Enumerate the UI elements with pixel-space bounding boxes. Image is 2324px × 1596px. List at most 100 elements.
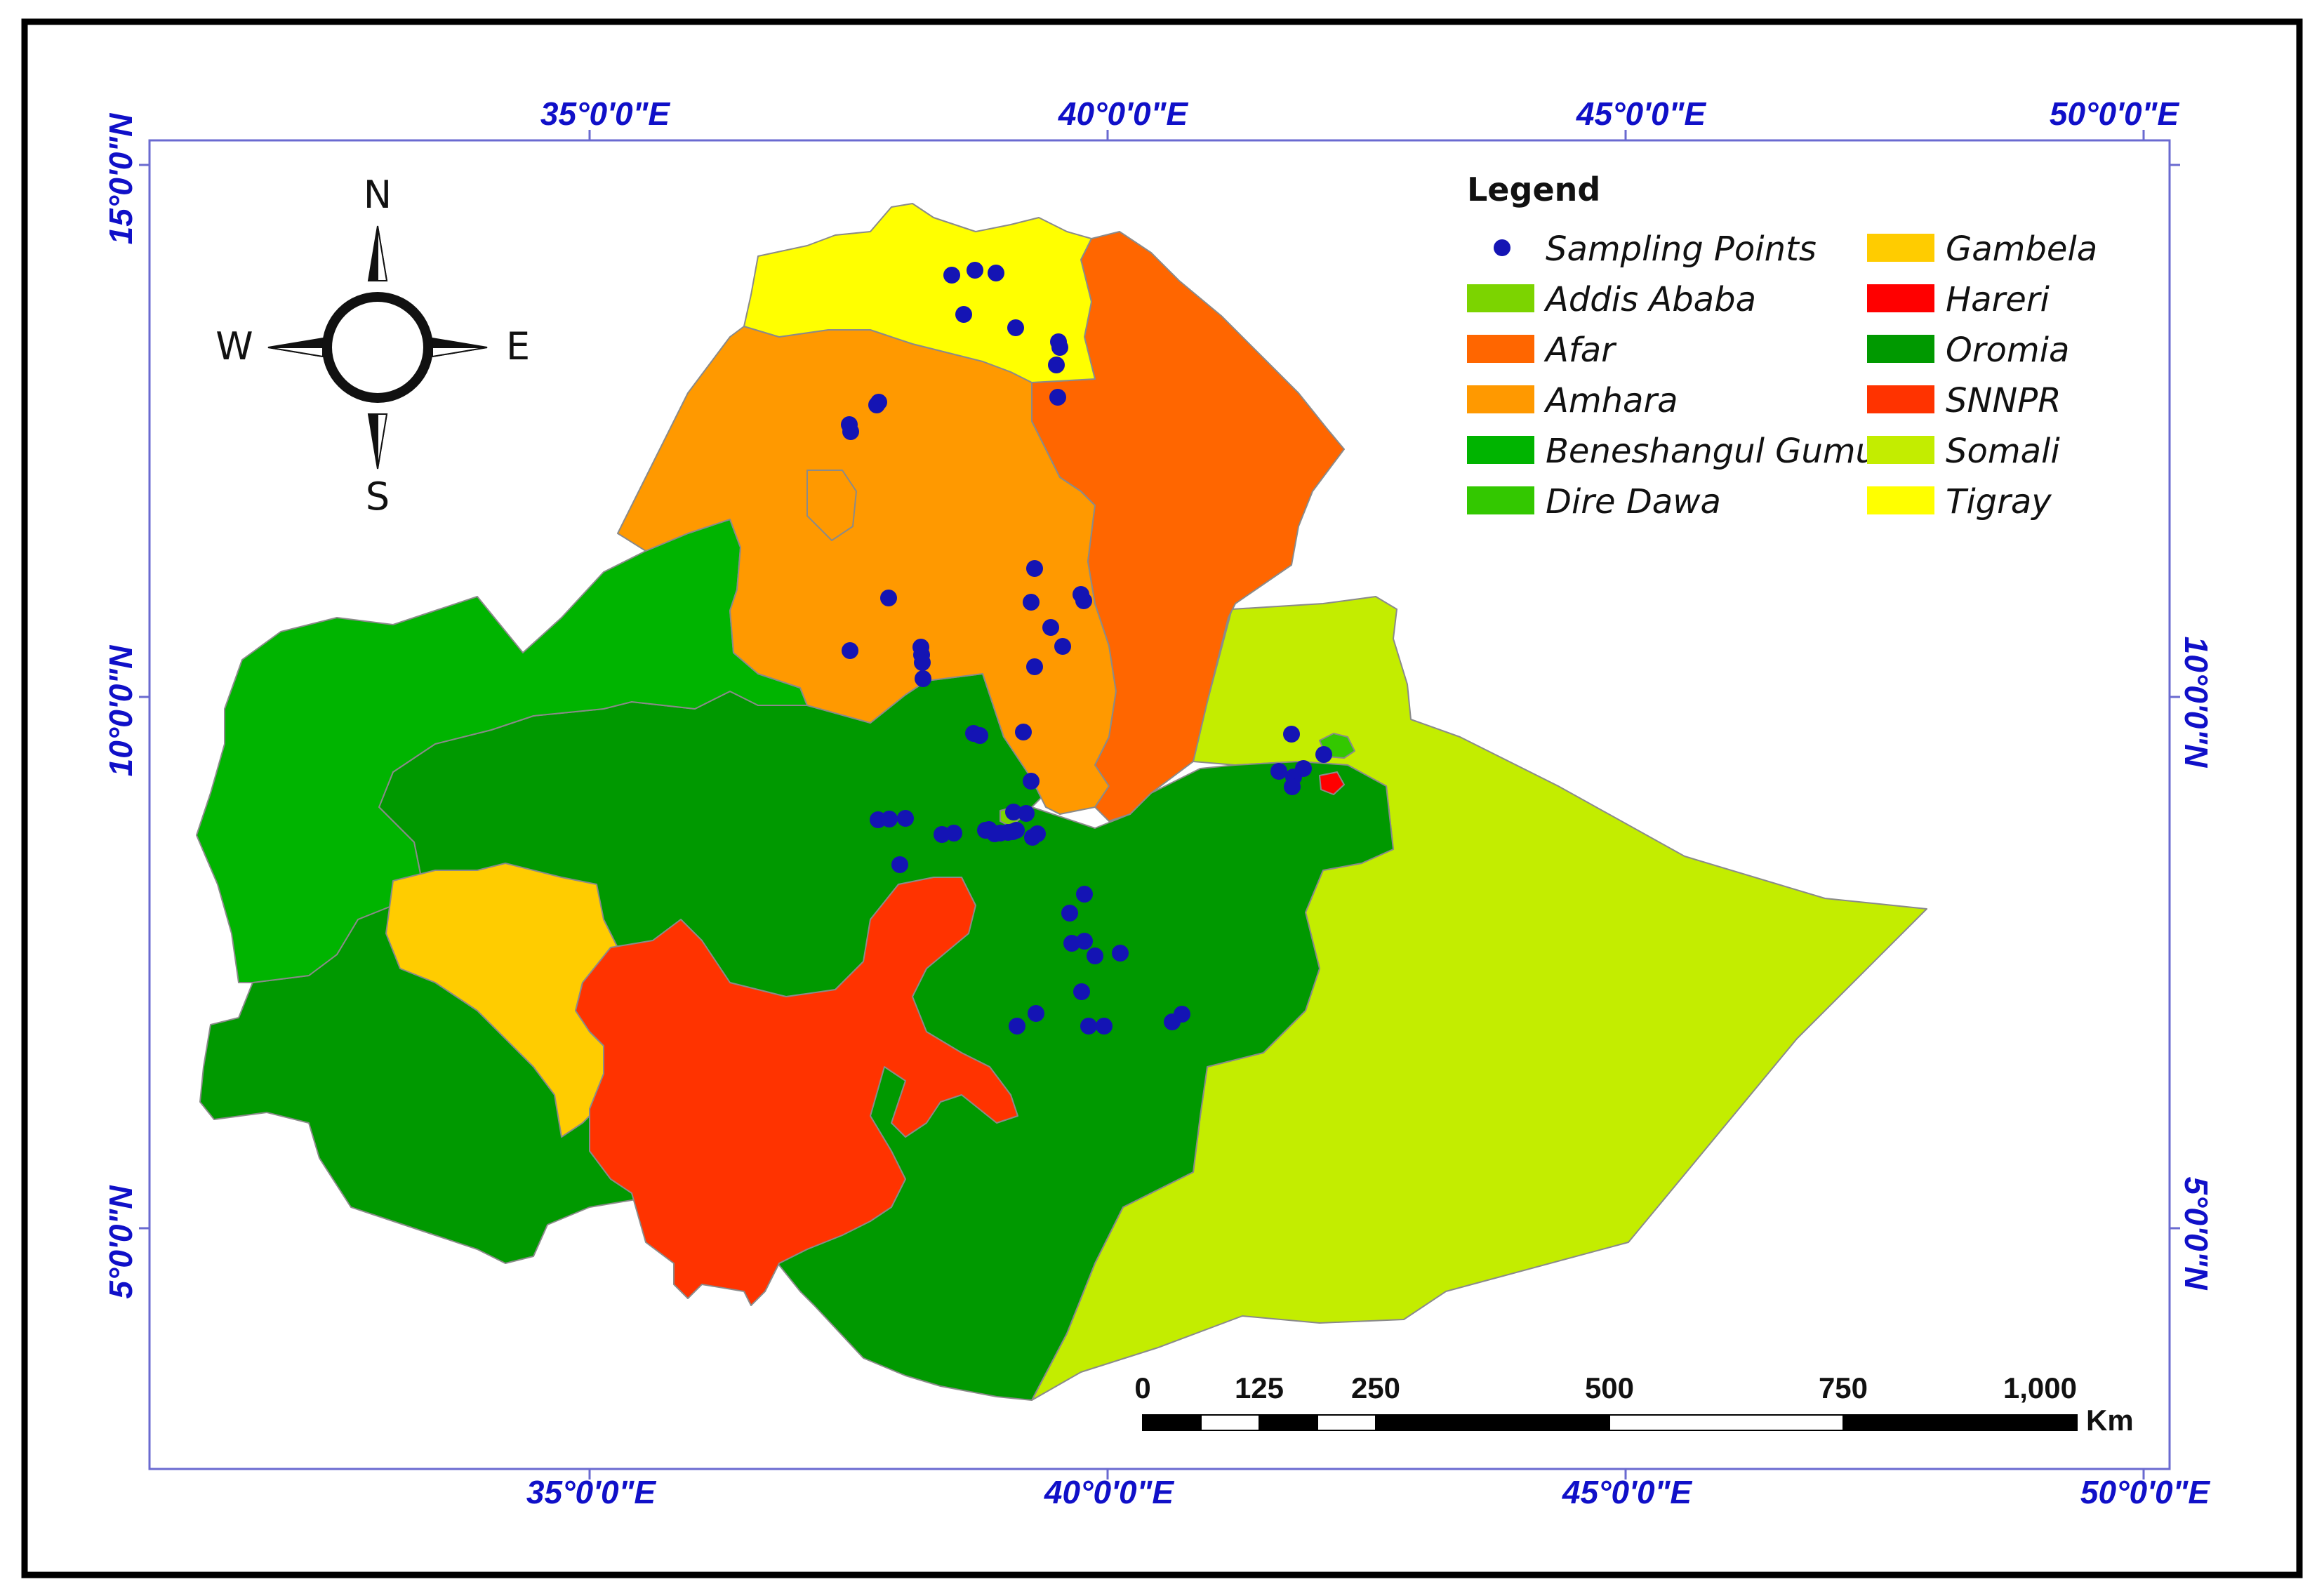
sampling-point-marker xyxy=(881,811,898,827)
legend-item-oromia: Oromia xyxy=(1867,331,2069,370)
lon-label-top-50: 50°0'0"E xyxy=(2050,95,2179,132)
lon-label-bottom-45: 45°0'0"E xyxy=(1562,1474,1692,1510)
legend-swatch-afar xyxy=(1467,335,1534,363)
sampling-point-marker xyxy=(868,397,885,413)
sampling-point-marker xyxy=(1005,804,1022,820)
legend-label-dire-dawa: Dire Dawa xyxy=(1546,482,1721,521)
legend-label-beneshangul-gumu: Beneshangul Gumu xyxy=(1546,432,1877,471)
scale-segment-4 xyxy=(1317,1414,1376,1431)
sampling-point-marker xyxy=(1026,658,1043,675)
region-tigray xyxy=(743,203,1096,383)
legend-swatch-hareri xyxy=(1867,284,1934,312)
sampling-point-marker xyxy=(1073,983,1090,1000)
sampling-point-marker xyxy=(1023,594,1040,611)
regions xyxy=(196,203,1927,1401)
legend-item-hareri: Hareri xyxy=(1867,280,2050,319)
sampling-point-marker xyxy=(1283,726,1300,743)
sampling-point-marker xyxy=(1080,1018,1097,1035)
north-arrow-compass: N S W E xyxy=(215,173,530,519)
legend-label-sampling-points: Sampling Points xyxy=(1546,230,1817,269)
scale-label-0: 0 xyxy=(1134,1371,1150,1404)
legend-label-somali: Somali xyxy=(1946,432,2060,471)
sampling-point-marker xyxy=(967,262,983,279)
sampling-point-marker xyxy=(880,590,897,606)
legend-swatch-sampling-point xyxy=(1494,239,1510,256)
legend-label-gambela: Gambela xyxy=(1946,230,2097,269)
sampling-point-marker xyxy=(897,810,914,827)
compass-east-label: E xyxy=(506,324,530,368)
legend-item-sampling-points: Sampling Points xyxy=(1494,230,1817,269)
legend-item-dire-dawa: Dire Dawa xyxy=(1467,482,1721,521)
sampling-point-marker xyxy=(1075,592,1092,609)
sampling-point-marker xyxy=(1007,319,1024,336)
sampling-point-marker xyxy=(1054,638,1071,655)
sampling-point-marker xyxy=(1018,805,1035,822)
legend-swatch-dire-dawa xyxy=(1467,486,1534,514)
legend-title: Legend xyxy=(1467,171,1600,208)
sampling-point-marker xyxy=(1015,724,1032,740)
legend-swatch-somali xyxy=(1867,436,1934,464)
legend-item-addis-ababa: Addis Ababa xyxy=(1467,280,1756,319)
legend-swatch-beneshangul-gumu xyxy=(1467,436,1534,464)
scale-unit-label: Km xyxy=(2086,1404,2134,1437)
sampling-point-marker xyxy=(1174,1006,1190,1023)
sampling-point-marker xyxy=(842,423,859,440)
legend-label-snnpr: SNNPR xyxy=(1946,381,2061,420)
scale-label-125: 125 xyxy=(1235,1371,1284,1404)
legend-item-snnpr: SNNPR xyxy=(1867,381,2061,420)
legend-item-amhara: Amhara xyxy=(1467,381,1678,420)
scale-label-750: 750 xyxy=(1819,1371,1868,1404)
sampling-point-marker xyxy=(842,642,858,659)
legend-item-tigray: Tigray xyxy=(1867,482,2052,521)
legend-label-amhara: Amhara xyxy=(1543,381,1678,420)
sampling-point-marker xyxy=(1063,935,1080,952)
sampling-point-marker xyxy=(1284,778,1301,795)
sampling-point-marker xyxy=(891,856,908,873)
scale-segment-7 xyxy=(1842,1414,2078,1431)
scale-label-1000: 1,000 xyxy=(2003,1371,2077,1404)
sampling-point-marker xyxy=(943,267,960,284)
legend-item-beneshangul-gumu: Beneshangul Gumu xyxy=(1467,432,1877,471)
sampling-point-marker xyxy=(1270,763,1287,780)
region-snnpr xyxy=(575,877,1018,1306)
region-afar xyxy=(1031,231,1345,822)
compass-icon xyxy=(267,225,488,470)
legend-item-somali: Somali xyxy=(1867,432,2060,471)
sampling-point-marker xyxy=(915,670,931,687)
legend-swatch-snnpr xyxy=(1867,385,1934,413)
bottom-longitude-labels: 35°0'0"E 40°0'0"E 45°0'0"E 50°0'0"E xyxy=(526,1474,2210,1510)
scale-segment-3 xyxy=(1259,1414,1318,1431)
sampling-point-marker xyxy=(1042,619,1059,636)
sampling-point-marker xyxy=(1029,825,1046,842)
top-longitude-labels: 35°0'0"E 40°0'0"E 45°0'0"E 50°0'0"E xyxy=(540,95,2179,132)
legend-item-afar: Afar xyxy=(1467,331,1617,370)
sampling-point-marker xyxy=(1112,945,1129,962)
sampling-point-marker xyxy=(945,825,962,842)
sampling-point-marker xyxy=(1051,339,1068,356)
scale-segment-2 xyxy=(1200,1414,1260,1431)
lat-label-right-5: 5°0'0"N xyxy=(2178,1176,2215,1290)
sampling-point-marker xyxy=(1008,822,1025,839)
legend-swatch-oromia xyxy=(1867,335,1934,363)
sampling-point-marker xyxy=(914,654,931,671)
legend-label-tigray: Tigray xyxy=(1946,482,2052,521)
legend-swatch-tigray xyxy=(1867,486,1934,514)
scale-segment-6 xyxy=(1609,1414,1844,1431)
scale-segment-5 xyxy=(1375,1414,1610,1431)
legend-swatch-addis-ababa xyxy=(1467,284,1534,312)
lat-label-left-10: 10°0'0"N xyxy=(102,645,139,776)
right-latitude-labels: 10°0'0"N 5°0'0"N xyxy=(2178,637,2215,1291)
legend-label-oromia: Oromia xyxy=(1946,331,2069,370)
sampling-point-marker xyxy=(1048,357,1065,373)
legend-label-addis-ababa: Addis Ababa xyxy=(1543,280,1756,319)
scale-segment-1 xyxy=(1142,1414,1202,1431)
sampling-point-marker xyxy=(1028,1005,1044,1022)
compass-north-label: N xyxy=(364,173,392,217)
legend: Legend Sampling Points Addis Ababa Afar Amh… xyxy=(1467,171,2097,521)
sampling-point-marker xyxy=(1087,947,1103,964)
lon-label-bottom-40: 40°0'0"E xyxy=(1044,1474,1174,1510)
lon-label-top-40: 40°0'0"E xyxy=(1058,95,1188,132)
sampling-point-marker xyxy=(955,306,972,323)
sampling-point-marker xyxy=(1026,560,1043,577)
lon-label-bottom-35: 35°0'0"E xyxy=(526,1474,656,1510)
